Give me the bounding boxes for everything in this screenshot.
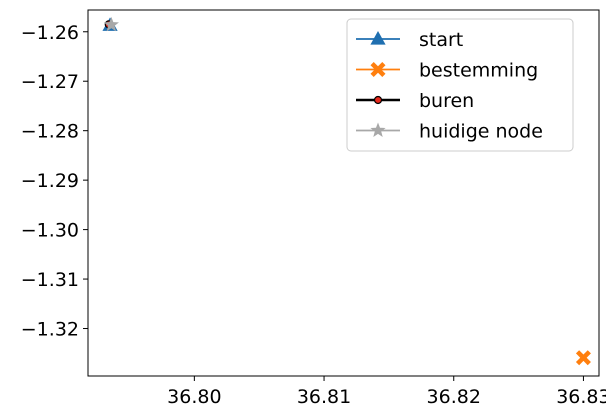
y-tick-label: −1.30 bbox=[21, 220, 79, 242]
y-tick-label: −1.28 bbox=[21, 121, 79, 143]
legend-label-start: start bbox=[419, 29, 463, 51]
x-tick-label: 36.81 bbox=[297, 386, 351, 408]
legend-label-bestemming: bestemming bbox=[419, 60, 538, 82]
point-huidige-node bbox=[103, 16, 119, 32]
legend-marker-bestemming bbox=[370, 62, 386, 77]
legend-box bbox=[346, 18, 574, 152]
x-tick-label: 36.80 bbox=[167, 386, 221, 408]
y-tick-label: −1.26 bbox=[21, 22, 79, 44]
y-tick-label: −1.32 bbox=[21, 319, 79, 341]
x-tick-label: 36.82 bbox=[427, 386, 481, 408]
y-tick-label: −1.31 bbox=[21, 269, 79, 291]
y-axis-ticks: −1.26 −1.27 −1.28 −1.29 −1.30 −1.31 −1.32 bbox=[21, 22, 88, 341]
legend-label-huidige-node: huidige node bbox=[419, 121, 543, 143]
point-bestemming bbox=[575, 350, 591, 366]
legend-marker-buren bbox=[373, 95, 383, 105]
x-tick-label: 36.83 bbox=[556, 386, 606, 408]
legend: start bestemming buren huidige node bbox=[346, 18, 574, 152]
legend-marker-huidige-node bbox=[370, 122, 386, 137]
y-tick-label: −1.29 bbox=[21, 170, 79, 192]
x-axis-ticks: 36.80 36.81 36.82 36.83 bbox=[167, 376, 606, 408]
legend-label-buren: buren bbox=[419, 90, 474, 112]
legend-marker-start bbox=[370, 31, 386, 45]
data-points bbox=[102, 16, 591, 366]
plot-area-frame bbox=[87, 9, 600, 377]
y-tick-label: −1.27 bbox=[21, 71, 79, 93]
